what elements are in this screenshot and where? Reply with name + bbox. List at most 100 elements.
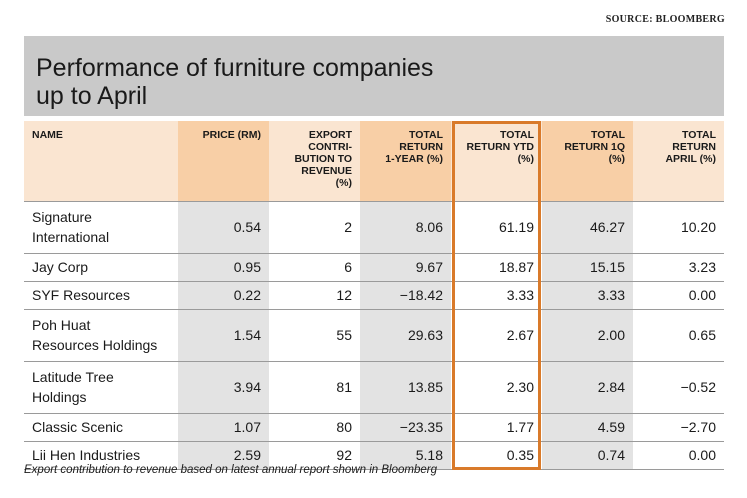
value-cell: 15.15 bbox=[542, 253, 633, 282]
table-row: Lii Hen Industries 2.59 92 5.18 0.35 0.74 0.00 bbox=[24, 441, 724, 470]
col-header-return-ytd: TOTAL RETURN YTD (%) bbox=[451, 121, 542, 202]
value-cell: 18.87 bbox=[451, 253, 542, 282]
col-header-line: PRICE (RM) bbox=[202, 129, 261, 141]
col-header-line: (%) bbox=[517, 153, 534, 165]
company-name-cell: Signature International bbox=[24, 201, 178, 254]
title-line-1: Performance of furniture companies bbox=[36, 54, 434, 82]
value-cell: 2.67 bbox=[451, 309, 542, 362]
col-header-return-1q: TOTAL RETURN 1Q (%) bbox=[542, 121, 633, 202]
source-note: SOURCE: BLOOMBERG bbox=[605, 14, 725, 25]
value-cell: 2.59 bbox=[178, 441, 269, 470]
col-header-line: TOTAL bbox=[681, 129, 716, 141]
company-name-line: Lii Hen Industries bbox=[32, 447, 141, 463]
value-cell: 1.77 bbox=[451, 413, 542, 442]
value-cell: 46.27 bbox=[542, 201, 633, 254]
table-row: Jay Corp 0.95 6 9.67 18.87 15.15 3.23 bbox=[24, 253, 724, 282]
col-header-line: (%) bbox=[608, 153, 625, 165]
value-cell: 12 bbox=[269, 281, 360, 310]
company-name-line: Resources Holdings bbox=[32, 337, 158, 353]
value-cell: −23.35 bbox=[360, 413, 451, 442]
title-bar: Performance of furniture companies up to… bbox=[24, 36, 724, 116]
company-name-cell: Poh Huat Resources Holdings bbox=[24, 309, 178, 362]
performance-table: NAME PRICE (RM) EXPORT CONTRI- BUTION TO RE… bbox=[24, 121, 724, 470]
col-header-line: CONTRI- bbox=[308, 141, 352, 153]
value-cell: 2.84 bbox=[542, 361, 633, 414]
value-cell: −0.52 bbox=[633, 361, 724, 414]
company-name-cell: Classic Scenic bbox=[24, 413, 178, 442]
col-header-line: RETURN bbox=[672, 141, 716, 153]
col-header-line: (%) bbox=[335, 177, 352, 189]
table-row: Latitude Tree Holdings 3.94 81 13.85 2.30 2.84… bbox=[24, 361, 724, 414]
table-row: SYF Resources 0.22 12 −18.42 3.33 3.33 0.00 bbox=[24, 281, 724, 310]
col-header-line: TOTAL bbox=[408, 129, 443, 141]
chart-title: Performance of furniture companies up to… bbox=[36, 54, 596, 110]
company-name-cell: SYF Resources bbox=[24, 281, 178, 310]
company-name-cell: Jay Corp bbox=[24, 253, 178, 282]
col-header-line: EXPORT bbox=[308, 129, 352, 141]
value-cell: 0.95 bbox=[178, 253, 269, 282]
value-cell: 6 bbox=[269, 253, 360, 282]
value-cell: 10.20 bbox=[633, 201, 724, 254]
title-line-2: up to April bbox=[36, 82, 148, 110]
value-cell: 2 bbox=[269, 201, 360, 254]
value-cell: 13.85 bbox=[360, 361, 451, 414]
value-cell: 55 bbox=[269, 309, 360, 362]
value-cell: 81 bbox=[269, 361, 360, 414]
value-cell: 5.18 bbox=[360, 441, 451, 470]
col-header-line: 1-YEAR (%) bbox=[385, 153, 443, 165]
value-cell: 0.22 bbox=[178, 281, 269, 310]
value-cell: 0.54 bbox=[178, 201, 269, 254]
value-cell: 0.74 bbox=[542, 441, 633, 470]
table-row: Classic Scenic 1.07 80 −23.35 1.77 4.59 −2.70 bbox=[24, 413, 724, 442]
col-header-line: TOTAL bbox=[499, 129, 534, 141]
value-cell: 1.54 bbox=[178, 309, 269, 362]
company-name-line: Poh Huat bbox=[32, 317, 91, 333]
table-row: Poh Huat Resources Holdings 1.54 55 29.63 2.6… bbox=[24, 309, 724, 362]
company-name-line: International bbox=[32, 229, 110, 245]
value-cell: 29.63 bbox=[360, 309, 451, 362]
value-cell: 2.30 bbox=[451, 361, 542, 414]
company-name-line: Latitude Tree bbox=[32, 369, 114, 385]
value-cell: 1.07 bbox=[178, 413, 269, 442]
value-cell: 0.65 bbox=[633, 309, 724, 362]
col-header-name: NAME bbox=[24, 121, 178, 202]
value-cell: 4.59 bbox=[542, 413, 633, 442]
company-name-cell: Lii Hen Industries bbox=[24, 441, 178, 470]
col-header-line: TOTAL bbox=[590, 129, 625, 141]
value-cell: 0.35 bbox=[451, 441, 542, 470]
col-header-export: EXPORT CONTRI- BUTION TO REVENUE (%) bbox=[269, 121, 360, 202]
company-name-line: SYF Resources bbox=[32, 287, 131, 303]
company-name-line: Holdings bbox=[32, 389, 87, 405]
col-header-line: NAME bbox=[32, 129, 63, 141]
value-cell: −18.42 bbox=[360, 281, 451, 310]
value-cell: 3.33 bbox=[451, 281, 542, 310]
company-name-cell: Latitude Tree Holdings bbox=[24, 361, 178, 414]
col-header-return-april: TOTAL RETURN APRIL (%) bbox=[633, 121, 724, 202]
col-header-line: RETURN YTD bbox=[466, 141, 534, 153]
col-header-line: BUTION TO bbox=[294, 153, 352, 165]
header-row: NAME PRICE (RM) EXPORT CONTRI- BUTION TO RE… bbox=[24, 121, 724, 202]
table-body: Signature International 0.54 2 8.06 61.19 46.2… bbox=[24, 201, 724, 470]
value-cell: 3.23 bbox=[633, 253, 724, 282]
value-cell: 3.94 bbox=[178, 361, 269, 414]
value-cell: 2.00 bbox=[542, 309, 633, 362]
value-cell: 61.19 bbox=[451, 201, 542, 254]
table-row: Signature International 0.54 2 8.06 61.19 46.2… bbox=[24, 201, 724, 254]
value-cell: 0.00 bbox=[633, 441, 724, 470]
col-header-line: REVENUE bbox=[301, 165, 352, 177]
col-header-line: RETURN bbox=[399, 141, 443, 153]
value-cell: 8.06 bbox=[360, 201, 451, 254]
col-header-return-1year: TOTAL RETURN 1-YEAR (%) bbox=[360, 121, 451, 202]
col-header-line: RETURN 1Q bbox=[564, 141, 625, 153]
company-name-line: Jay Corp bbox=[32, 259, 89, 275]
col-header-line: APRIL (%) bbox=[665, 153, 716, 165]
value-cell: 92 bbox=[269, 441, 360, 470]
company-name-line: Classic Scenic bbox=[32, 419, 124, 435]
value-cell: 0.00 bbox=[633, 281, 724, 310]
value-cell: 9.67 bbox=[360, 253, 451, 282]
company-name-line: Signature bbox=[32, 209, 92, 225]
value-cell: 80 bbox=[269, 413, 360, 442]
value-cell: −2.70 bbox=[633, 413, 724, 442]
footnote: Export contribution to revenue based on … bbox=[24, 464, 437, 476]
col-header-price: PRICE (RM) bbox=[178, 121, 269, 202]
